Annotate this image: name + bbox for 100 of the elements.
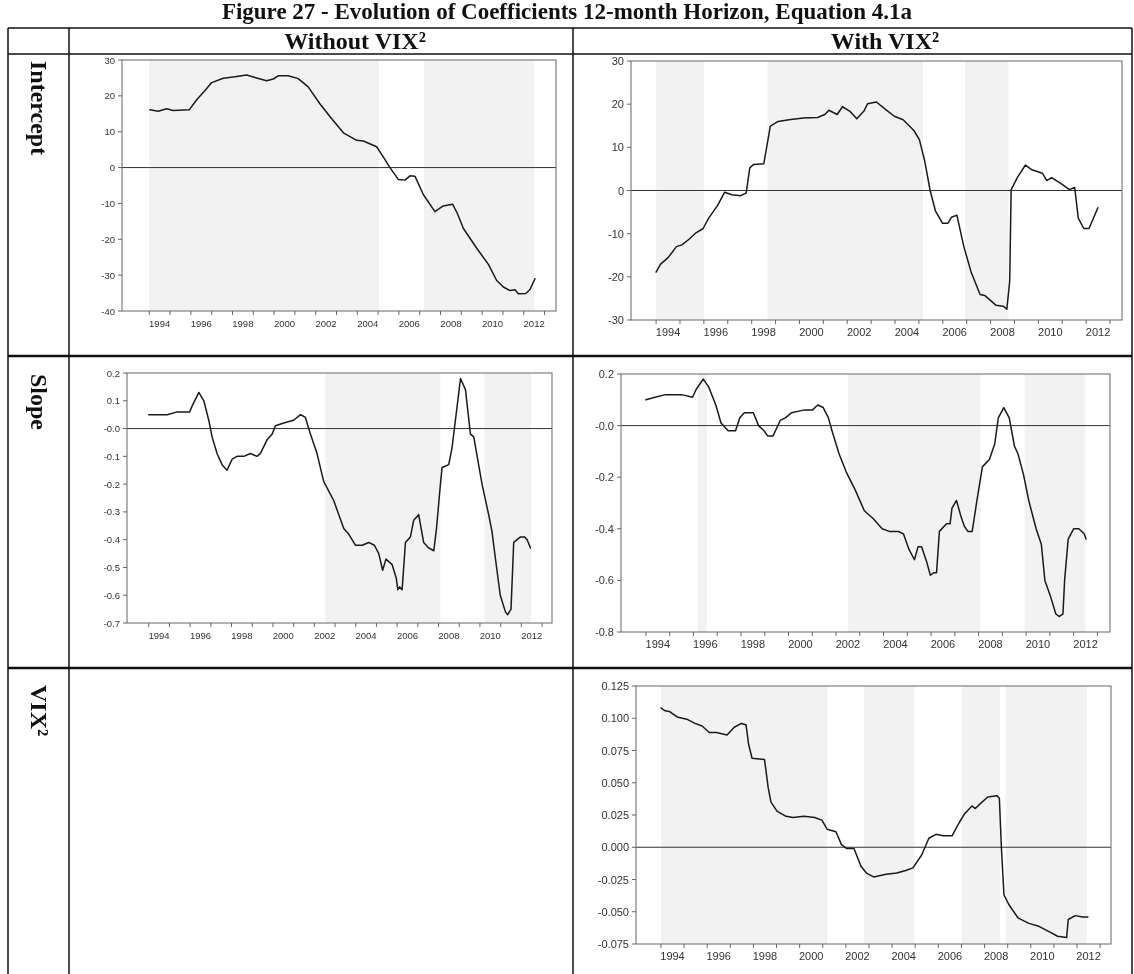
x-tick-label: 2006 — [396, 630, 419, 641]
y-tick-label: 0.2 — [106, 367, 120, 379]
x-tick-label: 2012 — [523, 318, 545, 329]
y-tick-label: -0.7 — [103, 617, 120, 629]
y-tick-label: 0.125 — [601, 680, 629, 692]
text: Figure 27 - Evolution of Coefficients 12-month Horizon, Equation 4.1a — [221, 0, 913, 24]
y-tick-label: 0.2 — [598, 368, 614, 380]
x-tick-label: 2010 — [1025, 638, 1051, 650]
x-tick-label: 2000 — [272, 630, 294, 641]
y-tick-label: -0.2 — [595, 471, 614, 484]
y-axis-title: Intercept — [25, 61, 52, 156]
y-tick-label: -0.025 — [597, 873, 629, 886]
y-tick-label: -10 — [101, 197, 115, 209]
x-tick-label: 1994 — [655, 326, 681, 338]
x-tick-label: 1996 — [189, 630, 212, 641]
x-tick-label: 1994 — [660, 950, 685, 962]
y-tick-label: -10 — [608, 227, 624, 240]
y-tick-label: 0 — [617, 184, 624, 197]
x-tick-label: 1996 — [703, 326, 729, 338]
x-tick-label: 2006 — [930, 638, 956, 650]
x-tick-label: 1996 — [706, 950, 731, 962]
x-tick-label: 2012 — [521, 630, 543, 641]
x-tick-label: 2002 — [315, 318, 337, 329]
x-tick-label: 2004 — [357, 318, 379, 329]
x-tick-label: 2010 — [1038, 326, 1063, 338]
y-tick-label: 10 — [104, 126, 115, 138]
x-tick-label: 1994 — [148, 630, 170, 641]
line-series — [660, 707, 1089, 939]
y-tick-label: 0.100 — [601, 712, 629, 725]
x-tick-label: 2004 — [891, 950, 916, 962]
y-tick-label: -0.4 — [595, 522, 614, 535]
x-tick-label: 2000 — [788, 638, 813, 650]
x-tick-label: 2006 — [937, 950, 963, 962]
x-tick-label: 2006 — [398, 318, 420, 329]
y-tick-label: 20 — [104, 90, 115, 102]
y-axis-title: Slope — [25, 374, 52, 431]
x-tick-label: 1998 — [232, 318, 254, 329]
x-tick-label: 2012 — [1073, 638, 1098, 650]
chart-title: Without VIX² — [284, 28, 426, 54]
y-tick-label: -40 — [101, 305, 115, 317]
x-tick-label: 2010 — [481, 318, 504, 329]
x-tick-label: 1998 — [752, 950, 778, 962]
x-tick-label: 2004 — [894, 326, 920, 338]
y-tick-label: 20 — [611, 98, 624, 111]
line-series — [645, 378, 1087, 618]
y-tick-label: -0.5 — [103, 561, 120, 573]
x-tick-label: 2008 — [990, 326, 1015, 338]
y-tick-label: 0.075 — [601, 744, 629, 757]
x-tick-label: 2010 — [1030, 950, 1055, 962]
y-tick-label: -20 — [608, 270, 624, 283]
y-tick-label: -0.8 — [595, 626, 614, 638]
y-tick-label: 10 — [611, 141, 624, 154]
x-tick-label: 1998 — [231, 630, 253, 641]
x-tick-label: 2008 — [440, 318, 462, 329]
x-tick-label: 2002 — [845, 950, 870, 962]
x-tick-label: 2012 — [1076, 950, 1101, 962]
x-tick-label: 2008 — [978, 638, 1003, 650]
x-tick-label: 2000 — [798, 950, 824, 962]
x-tick-label: 2002 — [846, 326, 872, 338]
x-tick-label: 2006 — [942, 326, 967, 338]
line-series — [655, 101, 1099, 310]
x-tick-label: 2008 — [438, 630, 460, 641]
y-tick-label: 0.050 — [601, 776, 629, 789]
x-tick-label: 2000 — [799, 326, 824, 338]
y-tick-label: 30 — [611, 55, 624, 67]
x-tick-label: 2008 — [983, 950, 1009, 962]
chart-title: With VIX² — [830, 28, 940, 54]
y-tick-label: -0.1 — [103, 450, 120, 462]
x-tick-label: 2004 — [355, 630, 377, 641]
y-tick-label: 0.1 — [106, 395, 120, 407]
line-series — [149, 74, 536, 295]
x-tick-label: 2004 — [883, 638, 908, 650]
y-tick-label: -0.3 — [103, 506, 120, 518]
y-tick-label: -0.6 — [103, 589, 120, 601]
y-tick-label: -0.6 — [595, 574, 614, 587]
y-tick-label: -0.075 — [597, 938, 629, 950]
y-tick-label: -0.4 — [103, 534, 120, 546]
y-tick-label: -30 — [101, 269, 115, 281]
x-tick-label: 2012 — [1085, 326, 1111, 338]
x-tick-label: 2000 — [273, 318, 296, 329]
y-tick-label: -30 — [608, 314, 624, 326]
y-tick-label: 0.000 — [601, 841, 629, 854]
y-tick-label: -0.0 — [103, 423, 120, 435]
y-tick-label: -0.0 — [595, 419, 614, 432]
y-tick-label: -0.2 — [103, 478, 120, 490]
line-series — [147, 377, 532, 616]
x-tick-label: 1996 — [693, 638, 718, 650]
y-tick-label: 30 — [104, 54, 115, 66]
y-tick-label: 0.025 — [601, 809, 629, 821]
y-axis-title: VIX² — [25, 685, 52, 737]
x-tick-label: 1996 — [190, 318, 212, 329]
x-tick-label: 1998 — [740, 638, 766, 650]
x-tick-label: 2002 — [835, 638, 861, 650]
x-tick-label: 1994 — [645, 638, 671, 650]
x-tick-label: 2002 — [314, 630, 336, 641]
y-tick-label: 0 — [109, 162, 115, 174]
x-tick-label: 1994 — [149, 318, 171, 329]
y-tick-label: -0.050 — [597, 905, 629, 918]
x-tick-label: 1998 — [751, 326, 776, 338]
y-tick-label: -20 — [101, 233, 115, 245]
